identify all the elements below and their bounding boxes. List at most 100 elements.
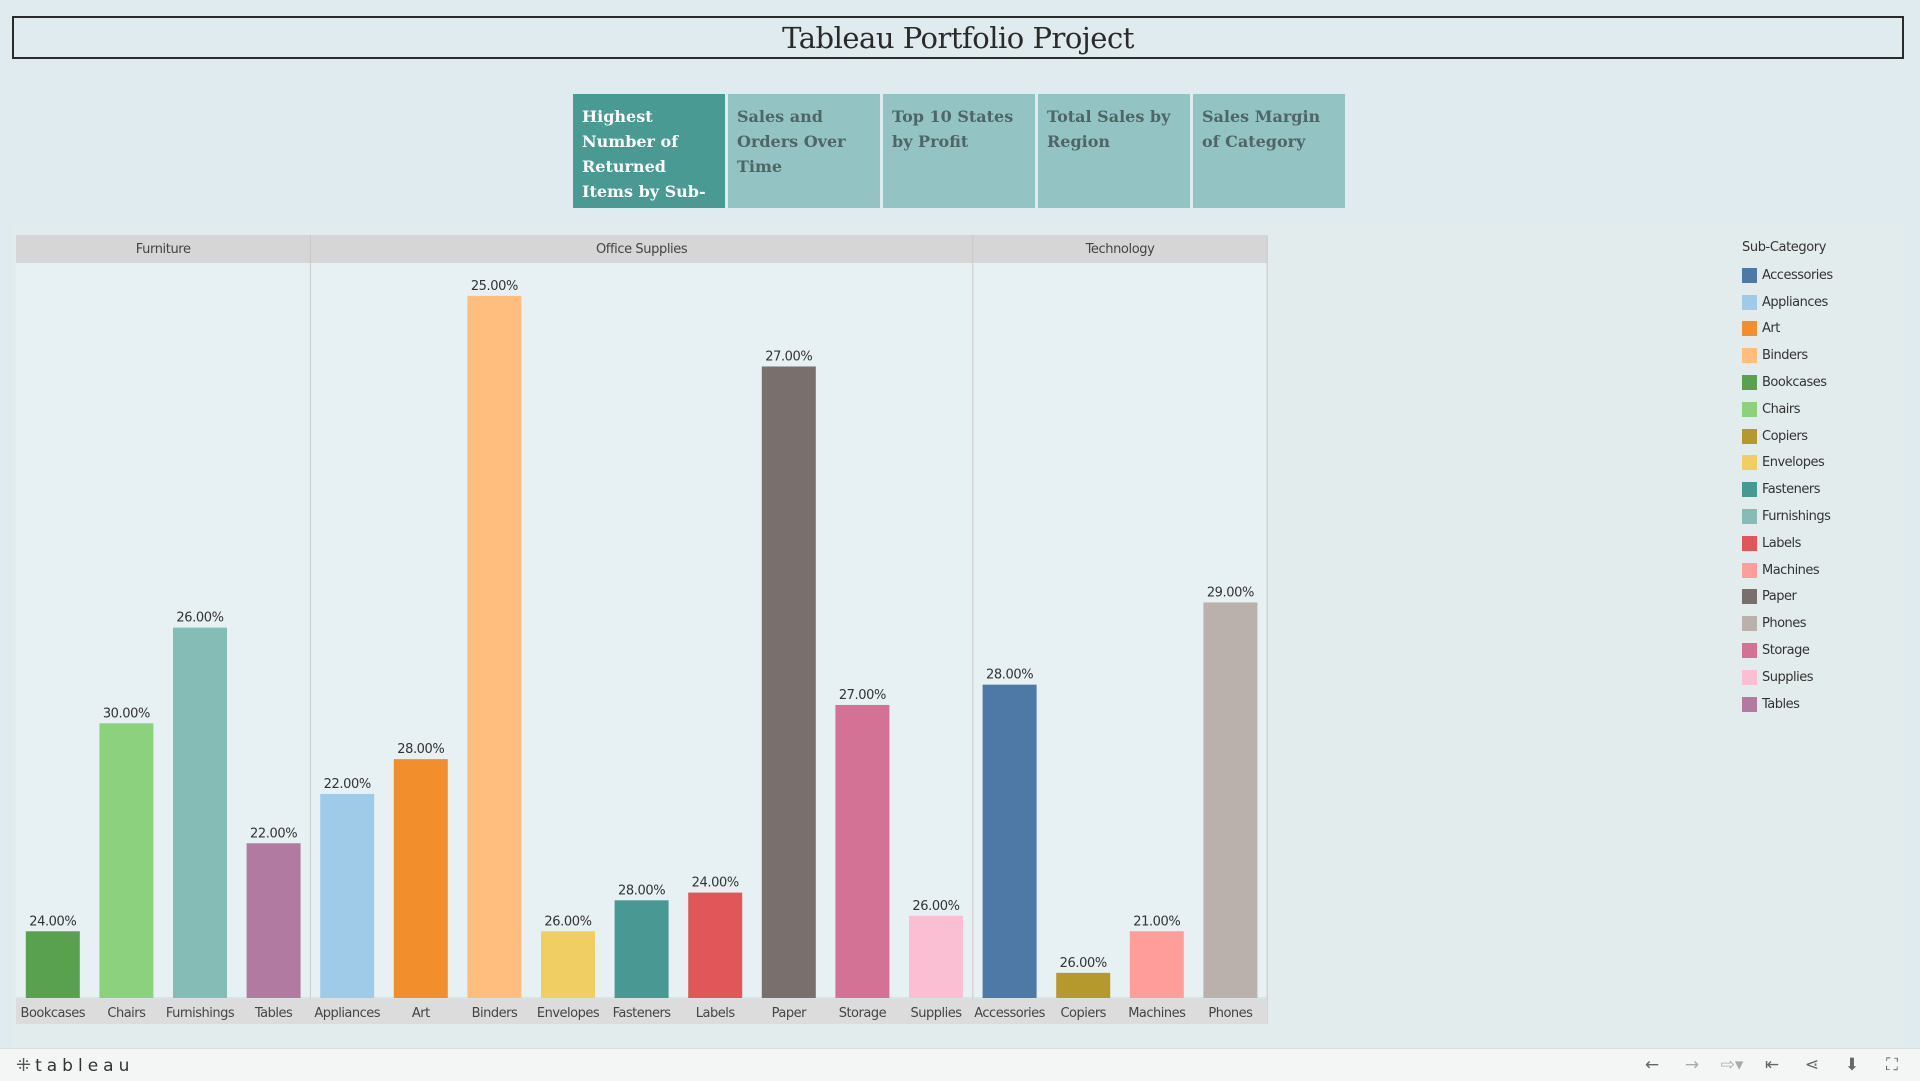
bar-paper xyxy=(761,366,816,998)
x-tick-label: Tables xyxy=(254,1006,293,1021)
group-header-label: Furniture xyxy=(136,242,191,257)
legend-swatch xyxy=(1742,321,1757,337)
x-tick-label: Labels xyxy=(696,1006,736,1021)
data-label: 29.00% xyxy=(1207,585,1254,600)
group-header xyxy=(972,235,1268,263)
legend-item[interactable]: Binders xyxy=(1742,342,1902,369)
x-tick-label: Paper xyxy=(772,1006,807,1021)
bar-envelopes xyxy=(541,931,595,998)
legend-item[interactable]: Supplies xyxy=(1742,664,1902,691)
legend-swatch xyxy=(1742,616,1757,632)
legend-item[interactable]: Bookcases xyxy=(1742,369,1902,396)
legend-item[interactable]: Tables xyxy=(1742,691,1902,718)
reset-icon[interactable]: ⇤ xyxy=(1764,1055,1780,1075)
legend-item[interactable]: Paper xyxy=(1742,584,1902,611)
legend-label: Tables xyxy=(1762,696,1800,712)
data-label: 30.00% xyxy=(103,706,150,721)
tab-sales-margin-category[interactable]: Sales Margin of Category xyxy=(1193,94,1345,208)
bar-labels xyxy=(688,892,743,998)
legend-item[interactable]: Copiers xyxy=(1742,423,1902,450)
legend-label: Furnishings xyxy=(1762,509,1831,525)
x-tick-label: Machines xyxy=(1128,1006,1186,1021)
x-tick-label: Appliances xyxy=(314,1006,380,1021)
legend-label: Machines xyxy=(1762,562,1820,578)
bar-binders xyxy=(467,295,522,998)
legend-item[interactable]: Machines xyxy=(1742,557,1902,584)
x-axis-band xyxy=(16,999,1268,1024)
data-label: 27.00% xyxy=(765,349,812,364)
bar-appliances xyxy=(320,793,375,998)
legend-swatch xyxy=(1742,455,1757,471)
bar-tables xyxy=(246,843,301,998)
legend-label: Labels xyxy=(1762,535,1801,551)
tableau-logo[interactable]: ⁜ tableau xyxy=(16,1055,134,1076)
legend-item[interactable]: Envelopes xyxy=(1742,450,1902,477)
legend-swatch xyxy=(1742,428,1757,444)
data-label: 26.00% xyxy=(544,914,591,929)
group-header-label: Office Supplies xyxy=(596,242,688,257)
legend-item[interactable]: Phones xyxy=(1742,610,1902,637)
data-label: 26.00% xyxy=(176,611,223,626)
revert-icon[interactable]: ⇨▾ xyxy=(1720,1055,1744,1075)
tab-sales-orders-over-time[interactable]: Sales and Orders Over Time xyxy=(728,94,880,208)
legend-item[interactable]: Labels xyxy=(1742,530,1902,557)
legend-label: Bookcases xyxy=(1762,375,1827,391)
share-icon[interactable]: ⋖ xyxy=(1804,1055,1820,1075)
group-header xyxy=(310,235,973,263)
legend-label: Binders xyxy=(1762,348,1808,364)
download-icon[interactable]: ⬇ xyxy=(1844,1055,1860,1075)
legend-swatch xyxy=(1742,589,1757,605)
data-label: 28.00% xyxy=(618,883,665,898)
group-header xyxy=(16,235,311,263)
legend-item[interactable]: Fasteners xyxy=(1742,476,1902,503)
legend-label: Phones xyxy=(1762,616,1807,632)
tableau-logo-icon: ⁜ xyxy=(16,1055,32,1076)
x-tick-label: Accessories xyxy=(974,1006,1045,1021)
bar-bookcases xyxy=(25,931,80,998)
tab-top-10-states-profit[interactable]: Top 10 States by Profit xyxy=(883,94,1035,208)
legend-swatch xyxy=(1742,509,1757,525)
legend-swatch xyxy=(1742,482,1757,498)
tab-returned-items-by-subcategory[interactable]: Highest Number of Returned Items by Sub-… xyxy=(573,94,725,208)
bar-phones xyxy=(1203,602,1258,998)
legend-swatch xyxy=(1742,669,1757,685)
bar-accessories xyxy=(982,684,1037,998)
undo-icon[interactable]: ← xyxy=(1644,1055,1660,1075)
legend-swatch xyxy=(1742,643,1757,659)
data-label: 28.00% xyxy=(986,668,1033,683)
data-label: 24.00% xyxy=(692,876,739,891)
dashboard-title: Tableau Portfolio Project xyxy=(12,16,1904,59)
x-tick-label: Binders xyxy=(472,1006,518,1021)
legend-item[interactable]: Storage xyxy=(1742,637,1902,664)
bar-furnishings xyxy=(173,627,227,998)
fullscreen-icon[interactable]: ⛶ xyxy=(1886,1055,1898,1075)
legend-swatch xyxy=(1742,348,1757,364)
x-tick-label: Furnishings xyxy=(166,1006,235,1021)
legend-item[interactable]: Appliances xyxy=(1742,289,1902,316)
x-tick-label: Supplies xyxy=(911,1006,963,1021)
x-tick-label: Envelopes xyxy=(537,1006,600,1021)
x-tick-label: Bookcases xyxy=(21,1006,86,1021)
redo-icon[interactable]: → xyxy=(1684,1055,1700,1075)
tableau-footer-toolbar: ⁜ tableau ← → ⇨▾ ⇤ ⋖ ⬇ ⛶ xyxy=(0,1048,1920,1081)
legend-label: Envelopes xyxy=(1762,455,1825,471)
legend-swatch xyxy=(1742,294,1757,310)
data-label: 22.00% xyxy=(250,826,297,841)
legend-item[interactable]: Art xyxy=(1742,316,1902,343)
data-label: 26.00% xyxy=(1060,956,1107,971)
sub-category-legend: Sub-Category Accessories Appliances Art Bin… xyxy=(1742,238,1902,718)
legend-item[interactable]: Furnishings xyxy=(1742,503,1902,530)
legend-item[interactable]: Chairs xyxy=(1742,396,1902,423)
returned-items-bar-chart: Furniture Office Supplies Technology 24.00%… xyxy=(16,235,1268,1024)
data-label: 24.00% xyxy=(29,914,76,929)
legend-label: Supplies xyxy=(1762,669,1814,685)
legend-swatch xyxy=(1742,535,1757,551)
x-tick-label: Art xyxy=(412,1006,430,1021)
legend-label: Appliances xyxy=(1762,294,1828,310)
x-tick-label: Phones xyxy=(1208,1006,1253,1021)
data-label: 21.00% xyxy=(1133,914,1180,929)
legend-item[interactable]: Accessories xyxy=(1742,262,1902,289)
legend-swatch xyxy=(1742,375,1757,391)
tab-total-sales-region[interactable]: Total Sales by Region xyxy=(1038,94,1190,208)
data-label: 28.00% xyxy=(397,742,444,757)
